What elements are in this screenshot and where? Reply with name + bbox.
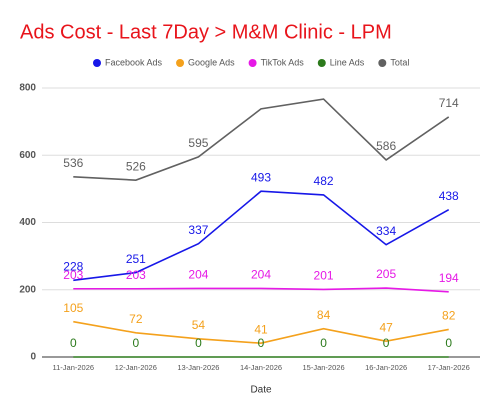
x-tick-label: 12-Jan-2026 <box>115 363 157 372</box>
series-line <box>73 190 450 282</box>
legend-marker <box>176 59 185 67</box>
data-label: 105 <box>63 301 83 315</box>
data-label: 595 <box>188 136 208 150</box>
legend-label: Facebook Ads <box>105 57 163 67</box>
series-line <box>73 98 450 181</box>
x-tick-label: 16-Jan-2026 <box>365 363 407 372</box>
legend-label: Google Ads <box>188 57 235 67</box>
data-label: 204 <box>251 268 271 282</box>
data-label: 251 <box>126 252 146 266</box>
data-label: 0 <box>320 336 327 350</box>
data-label: 536 <box>63 156 83 170</box>
data-label: 0 <box>70 336 77 350</box>
data-label: 54 <box>192 318 206 332</box>
data-label: 0 <box>445 336 452 350</box>
data-label: 84 <box>317 308 331 322</box>
data-label: 334 <box>376 224 396 238</box>
data-label: 194 <box>439 271 459 285</box>
data-label: 482 <box>314 174 334 188</box>
y-tick-label: 800 <box>19 83 36 94</box>
data-label: 493 <box>251 170 271 184</box>
legend-marker <box>378 59 387 67</box>
y-tick-label: 0 <box>30 352 36 363</box>
data-label: 0 <box>383 336 390 350</box>
legend-label: TikTok Ads <box>261 57 305 67</box>
data-label: 82 <box>442 309 456 323</box>
data-label: 0 <box>258 336 265 350</box>
series-line <box>73 320 449 345</box>
y-tick-label: 600 <box>19 150 36 161</box>
data-label: 41 <box>254 322 268 336</box>
legend-label: Total <box>390 57 409 67</box>
legend: Facebook Ads Google Ads TikTok Ads Line Ads… <box>93 57 409 67</box>
data-label: 47 <box>379 320 393 334</box>
x-tick-label: 11-Jan-2026 <box>53 363 95 372</box>
data-label: 438 <box>439 189 459 203</box>
legend-label: Line Ads <box>330 57 365 67</box>
data-label: 0 <box>195 336 202 350</box>
data-label: 526 <box>126 159 146 173</box>
x-tick-label: 17-Jan-2026 <box>428 363 470 372</box>
series-line <box>73 287 449 293</box>
y-tick-label: 400 <box>19 217 36 228</box>
data-label: 714 <box>439 96 459 110</box>
x-tick-label: 15-Jan-2026 <box>303 363 345 372</box>
data-label: 586 <box>376 139 396 153</box>
data-label: 201 <box>314 269 334 283</box>
data-label: 337 <box>188 223 208 237</box>
legend-marker <box>248 59 257 67</box>
data-label: 203 <box>126 268 146 282</box>
y-tick-label: 200 <box>19 284 36 295</box>
data-label: 72 <box>129 312 143 326</box>
legend-marker <box>317 59 326 67</box>
legend-marker <box>93 59 101 67</box>
x-axis-label: Date <box>250 385 272 396</box>
x-tick-label: 13-Jan-2026 <box>177 363 219 372</box>
data-label: 204 <box>188 268 208 282</box>
data-label: 0 <box>133 336 140 350</box>
data-label: 228 <box>63 260 83 274</box>
x-tick-label: 14-Jan-2026 <box>240 363 282 372</box>
chart-title: Ads Cost - Last 7Day > M&M Clinic - LPM <box>20 21 392 43</box>
data-label: 203 <box>63 268 83 282</box>
data-label: 205 <box>376 267 396 281</box>
